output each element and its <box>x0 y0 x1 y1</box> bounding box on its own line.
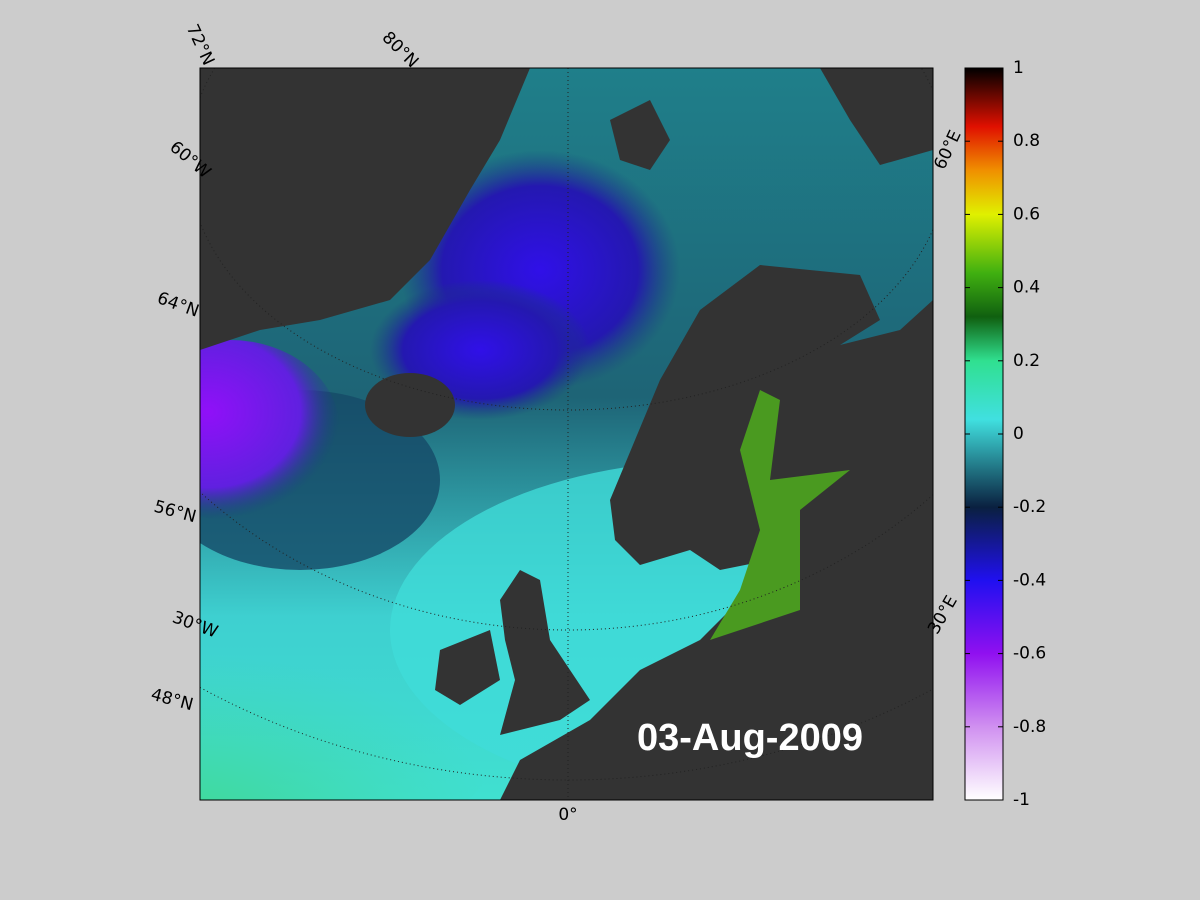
land-svalbard <box>610 100 670 170</box>
graticule-label: 80°N <box>378 28 422 72</box>
baltic-sea <box>710 390 850 640</box>
colorbar-tick-label: -0.4 <box>1013 570 1046 590</box>
graticule-label: 48°N <box>149 685 196 715</box>
ocean-purple <box>200 340 340 520</box>
graticule-label: 64°N <box>154 288 201 321</box>
colorbar <box>964 67 1004 801</box>
ocean-green <box>200 630 500 800</box>
land-greenland <box>200 68 530 350</box>
colorbar-tick-label: -0.2 <box>1013 497 1046 517</box>
colorbar-tick-label: -1 <box>1013 790 1030 810</box>
land-iceland <box>365 373 455 437</box>
graticule-label: 72°N <box>182 21 218 68</box>
land-britain <box>500 570 590 735</box>
colorbar-tick-label: -0.8 <box>1013 717 1046 737</box>
land-europe <box>500 265 933 800</box>
colorbar-tick-label: 0.4 <box>1013 278 1040 298</box>
date-label: 03-Aug-2009 <box>637 717 863 759</box>
graticule-label: 56°N <box>152 497 199 527</box>
graticule-label: 60°E <box>930 127 965 172</box>
colorbar-tick-label: -0.6 <box>1013 644 1046 664</box>
colorbar-tick-label: 0 <box>1013 424 1024 444</box>
graticule-label: 0° <box>558 805 577 825</box>
land-ireland <box>435 630 500 705</box>
colorbar-tick-label: 0.8 <box>1013 131 1040 151</box>
colorbar-tick-label: 0.2 <box>1013 351 1040 371</box>
map-frame <box>199 67 934 801</box>
map <box>200 68 933 800</box>
colorbar-tick-label: 0.6 <box>1013 204 1040 224</box>
colorbar-tick-label: 1 <box>1013 58 1024 78</box>
land-russia <box>820 68 933 165</box>
